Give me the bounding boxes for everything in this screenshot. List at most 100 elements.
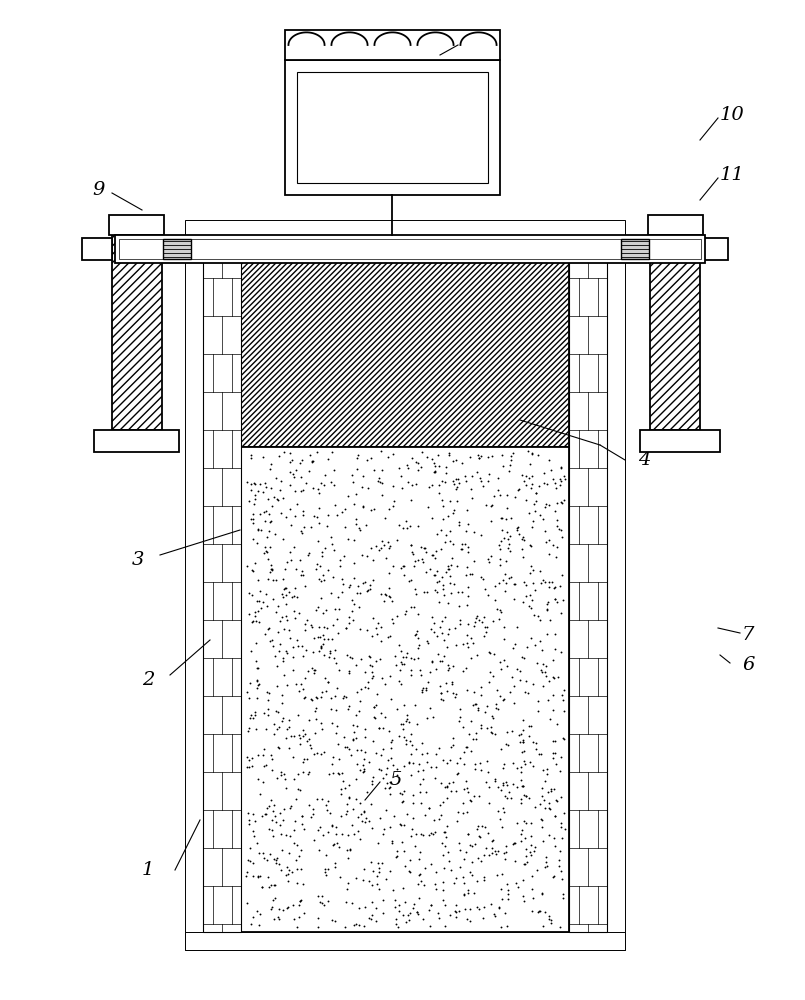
Point (387, 808, 400, 824)
Point (447, 737, 460, 753)
Point (427, 709, 440, 725)
Point (321, 451, 334, 467)
Point (464, 793, 477, 809)
Point (333, 558, 346, 574)
Point (404, 767, 417, 783)
Point (538, 465, 551, 481)
Point (443, 561, 456, 577)
Point (312, 500, 325, 516)
Point (489, 696, 502, 712)
Point (471, 821, 484, 837)
Point (441, 558, 454, 574)
Point (442, 662, 455, 678)
Point (554, 473, 567, 489)
Point (283, 464, 296, 480)
Point (525, 837, 538, 853)
Point (464, 481, 477, 497)
Point (483, 664, 496, 680)
Point (336, 826, 349, 842)
Point (284, 517, 297, 533)
Point (487, 488, 500, 504)
Point (384, 668, 397, 684)
Point (540, 602, 553, 618)
Point (315, 638, 328, 654)
Point (426, 510, 439, 526)
Point (345, 817, 358, 833)
Point (348, 826, 361, 842)
Point (493, 900, 506, 916)
Point (397, 558, 410, 574)
Point (452, 765, 464, 781)
Point (335, 808, 348, 824)
Point (304, 809, 317, 825)
Point (416, 746, 429, 762)
Point (356, 757, 369, 773)
Point (413, 844, 426, 860)
Point (421, 754, 434, 770)
Point (271, 909, 284, 925)
Point (519, 468, 532, 484)
Point (488, 592, 501, 608)
Point (555, 494, 568, 510)
Point (447, 453, 460, 469)
Point (312, 515, 325, 531)
Point (274, 636, 287, 652)
Point (266, 762, 279, 778)
Point (318, 477, 331, 493)
Point (539, 499, 551, 515)
Point (449, 471, 462, 487)
Point (262, 692, 275, 708)
Point (439, 897, 452, 913)
Point (319, 670, 332, 686)
Bar (700, 238, 728, 260)
Point (310, 711, 323, 727)
Point (411, 640, 424, 656)
Point (244, 840, 257, 856)
Point (262, 869, 275, 885)
Point (535, 886, 548, 902)
Point (336, 773, 349, 789)
Point (387, 493, 400, 509)
Point (341, 850, 354, 866)
Point (247, 710, 260, 726)
Point (411, 763, 424, 779)
Point (241, 895, 254, 911)
Point (273, 817, 286, 833)
Point (308, 662, 320, 678)
Point (269, 526, 282, 542)
Point (477, 571, 489, 587)
Point (409, 627, 422, 643)
Point (273, 448, 286, 464)
Point (413, 851, 426, 867)
Point (547, 830, 560, 846)
Point (374, 762, 387, 778)
Point (495, 819, 508, 835)
Point (509, 853, 522, 869)
Point (270, 703, 283, 719)
Point (370, 686, 383, 702)
Point (354, 621, 367, 637)
Point (297, 722, 310, 738)
Point (428, 824, 441, 840)
Point (508, 678, 521, 694)
Point (307, 801, 320, 817)
Point (500, 575, 513, 591)
Point (436, 892, 449, 908)
Point (543, 911, 555, 927)
Point (272, 598, 285, 614)
Point (367, 769, 380, 785)
Point (379, 780, 392, 796)
Point (502, 737, 514, 753)
Point (543, 579, 555, 595)
Point (377, 720, 390, 736)
Point (502, 886, 514, 902)
Point (262, 571, 275, 587)
Point (527, 496, 540, 512)
Point (306, 806, 319, 822)
Point (352, 447, 365, 463)
Point (274, 805, 287, 821)
Point (308, 508, 320, 524)
Point (332, 765, 345, 781)
Point (404, 537, 417, 553)
Point (434, 797, 447, 813)
